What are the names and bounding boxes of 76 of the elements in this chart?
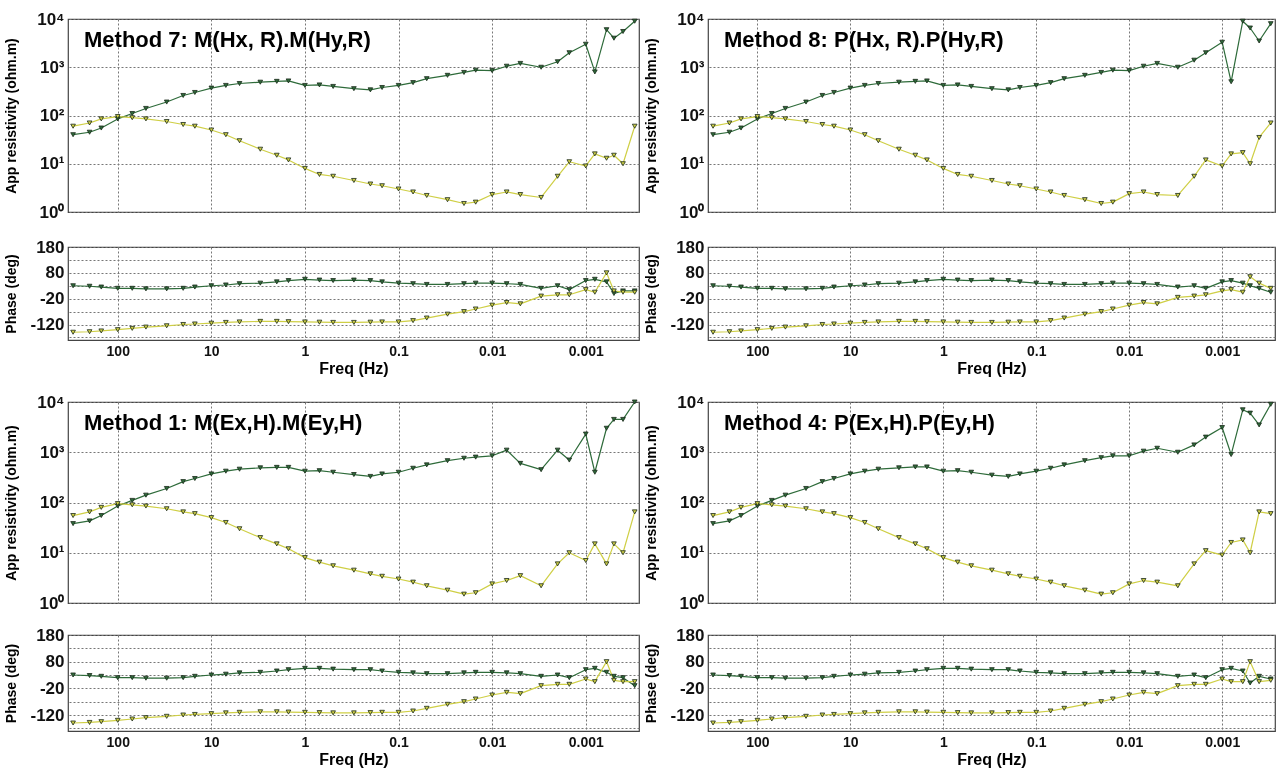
y-tick-label: 80 <box>45 652 65 672</box>
y-tick-label: 10³ <box>39 57 65 77</box>
x-tick-label: 0.001 <box>1205 733 1241 750</box>
x-axis-title: Freq (Hz) <box>957 359 1027 377</box>
chart-title: Method 8: P(Hx, R).P(Hy,R) <box>724 27 1004 52</box>
x-tick-label: 0.001 <box>1205 342 1241 359</box>
y-tick-label: -20 <box>679 678 705 698</box>
x-tick-label: 100 <box>746 342 770 359</box>
y-tick-label: 80 <box>45 263 65 283</box>
x-axis-title: Freq (Hz) <box>957 750 1027 768</box>
y-axis-title: App resistivity (ohm.m) <box>642 38 659 194</box>
x-tick-label: 0.001 <box>568 733 604 750</box>
x-tick-label: 0.1 <box>389 342 409 359</box>
y-tick-label: 10⁴ <box>677 392 705 412</box>
y-tick-label: 180 <box>676 625 705 645</box>
x-tick-label: 10 <box>204 342 220 359</box>
y-tick-label: 10⁴ <box>677 9 705 29</box>
x-tick-label: 10 <box>843 733 859 750</box>
y-axis-title: App resistivity (ohm.m) <box>2 425 19 581</box>
y-tick-label: 80 <box>685 652 705 672</box>
y-axis-title: Phase (deg) <box>642 254 659 334</box>
y-tick-label: 10¹ <box>39 543 65 563</box>
x-axis-title: Freq (Hz) <box>319 750 389 768</box>
x-tick-label: 1 <box>939 733 948 750</box>
y-axis-title: Phase (deg) <box>2 643 19 724</box>
y-tick-label: 180 <box>36 625 65 645</box>
y-tick-label: 10⁰ <box>679 202 705 222</box>
y-tick-label: -120 <box>30 705 65 725</box>
x-tick-label: 10 <box>204 733 220 750</box>
chart-title: Method 4: P(Ex,H).P(Ey,H) <box>724 410 995 435</box>
y-tick-label: 80 <box>685 263 705 283</box>
y-tick-label: 180 <box>676 237 705 257</box>
y-tick-label: 10² <box>39 493 65 512</box>
y-tick-label: 10³ <box>39 442 65 462</box>
y-tick-label: 10⁰ <box>679 593 705 613</box>
y-tick-label: -20 <box>39 289 65 309</box>
y-axis-title: Phase (deg) <box>2 254 19 334</box>
y-tick-label: 10⁰ <box>39 202 65 222</box>
y-tick-label: -20 <box>39 678 65 698</box>
x-tick-label: 0.01 <box>479 342 507 359</box>
y-axis-title: Phase (deg) <box>642 643 659 724</box>
x-tick-label: 0.01 <box>479 733 507 750</box>
y-tick-label: 10³ <box>679 57 705 77</box>
x-tick-label: 0.1 <box>389 733 409 750</box>
y-tick-label: 10² <box>39 106 65 125</box>
chart-title: Method 1: M(Ex,H).M(Ey,H) <box>84 410 363 435</box>
y-tick-label: 10⁴ <box>37 392 65 412</box>
x-tick-label: 1 <box>939 342 948 359</box>
y-tick-label: -20 <box>679 289 705 309</box>
y-axis-title: App resistivity (ohm.m) <box>642 425 659 581</box>
x-tick-label: 0.1 <box>1027 342 1047 359</box>
x-tick-label: 100 <box>106 342 131 359</box>
y-tick-label: 10¹ <box>39 154 65 174</box>
x-axis-title: Freq (Hz) <box>319 359 389 377</box>
x-tick-label: 100 <box>106 733 131 750</box>
y-tick-label: 10⁰ <box>39 593 65 613</box>
y-tick-label: 10⁴ <box>37 9 65 29</box>
x-tick-label: 1 <box>301 733 310 750</box>
x-tick-label: 0.001 <box>568 342 604 359</box>
y-tick-label: 10³ <box>679 442 705 462</box>
y-tick-label: 180 <box>36 237 65 257</box>
y-tick-label: -120 <box>30 315 65 334</box>
x-tick-label: 0.01 <box>1116 733 1144 750</box>
x-tick-label: 0.01 <box>1116 342 1144 359</box>
x-tick-label: 100 <box>746 733 770 750</box>
y-axis-title: App resistivity (ohm.m) <box>2 38 19 194</box>
y-tick-label: -120 <box>670 705 705 725</box>
x-tick-label: 10 <box>843 342 859 359</box>
x-tick-label: 1 <box>301 342 310 359</box>
chart-title: Method 7: M(Hx, R).M(Hy,R) <box>84 27 371 52</box>
y-tick-label: -120 <box>670 315 705 334</box>
y-tick-label: 10² <box>679 106 705 125</box>
y-tick-label: 10¹ <box>679 543 705 563</box>
y-tick-label: 10¹ <box>679 154 705 174</box>
y-tick-label: 10² <box>679 493 705 512</box>
x-tick-label: 0.1 <box>1027 733 1047 750</box>
